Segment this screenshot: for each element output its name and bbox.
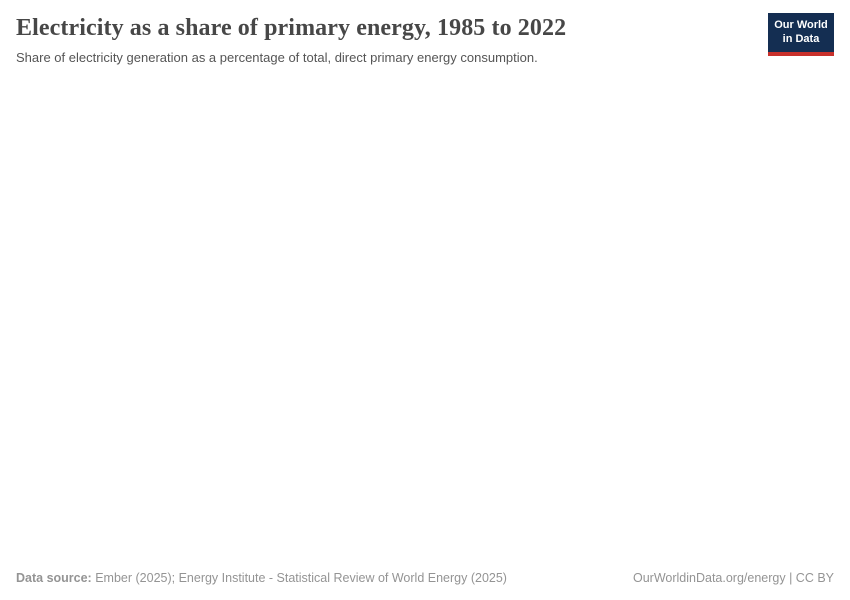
data-source-line: Data source: Ember (2025); Energy Instit… bbox=[16, 571, 507, 586]
owid-logo[interactable]: Our World in Data bbox=[768, 13, 834, 56]
data-source-label: Data source: bbox=[16, 571, 92, 585]
owid-logo-line1: Our World bbox=[774, 19, 828, 31]
data-source-text: Ember (2025); Energy Institute - Statist… bbox=[91, 571, 507, 585]
chart-title: Electricity as a share of primary energy… bbox=[16, 15, 567, 41]
owid-url-license-link[interactable]: OurWorldinData.org/energy | CC BY bbox=[632, 571, 834, 585]
chart-plot-area bbox=[0, 85, 850, 560]
owid-logo-box: Our World in Data bbox=[768, 13, 834, 52]
chart-subtitle: Share of electricity generation as a per… bbox=[16, 49, 538, 65]
chart-header: Electricity as a share of primary energy… bbox=[16, 15, 750, 66]
chart-footer: Data source: Ember (2025); Energy Instit… bbox=[16, 571, 834, 586]
owid-logo-line2: in Data bbox=[782, 32, 820, 45]
owid-logo-red-bar bbox=[768, 51, 834, 56]
